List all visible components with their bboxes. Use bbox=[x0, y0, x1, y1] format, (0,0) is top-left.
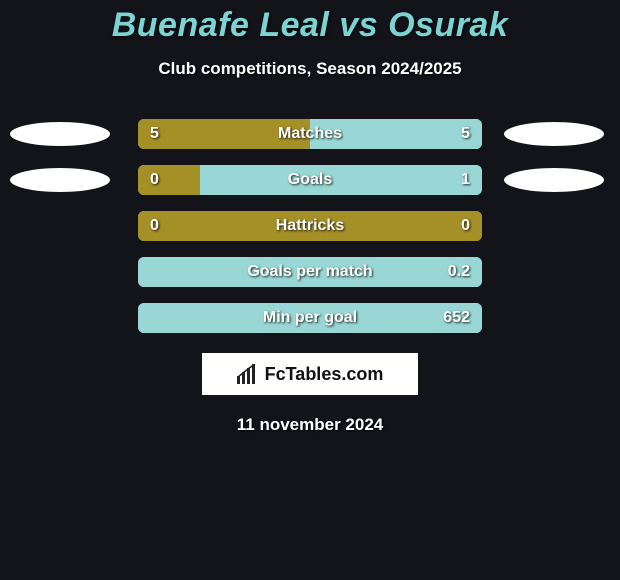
comparison-infographic: Buenafe Leal vs Osurak Club competitions… bbox=[0, 0, 620, 580]
avatar-right bbox=[504, 168, 604, 192]
stat-fill-left bbox=[138, 165, 200, 195]
bars-icon bbox=[237, 364, 259, 384]
branding-text: FcTables.com bbox=[265, 364, 384, 385]
branding-badge: FcTables.com bbox=[202, 353, 418, 395]
stat-bar: 55Matches bbox=[138, 119, 482, 149]
stat-bar: 0.2Goals per match bbox=[138, 257, 482, 287]
stat-fill-left bbox=[138, 119, 310, 149]
stat-bar: 01Goals bbox=[138, 165, 482, 195]
stat-bar: 652Min per goal bbox=[138, 303, 482, 333]
stat-fill-right bbox=[200, 165, 482, 195]
stat-row: 01Goals bbox=[0, 165, 620, 195]
stat-row: 652Min per goal bbox=[0, 303, 620, 333]
stat-row: 0.2Goals per match bbox=[0, 257, 620, 287]
stat-fill-right bbox=[138, 303, 482, 333]
stat-rows: 55Matches 01Goals 00Hattricks 0.2Goals per … bbox=[0, 119, 620, 333]
stat-row: 55Matches bbox=[0, 119, 620, 149]
stat-bar: 00Hattricks bbox=[138, 211, 482, 241]
subtitle: Club competitions, Season 2024/2025 bbox=[0, 59, 620, 79]
avatar-right bbox=[504, 122, 604, 146]
date-line: 11 november 2024 bbox=[0, 415, 620, 435]
stat-fill-right bbox=[138, 257, 482, 287]
avatar-left bbox=[10, 122, 110, 146]
stat-row: 00Hattricks bbox=[0, 211, 620, 241]
stat-fill-right bbox=[310, 119, 482, 149]
page-title: Buenafe Leal vs Osurak bbox=[0, 6, 620, 45]
stat-fill-left bbox=[138, 211, 482, 241]
avatar-left bbox=[10, 168, 110, 192]
